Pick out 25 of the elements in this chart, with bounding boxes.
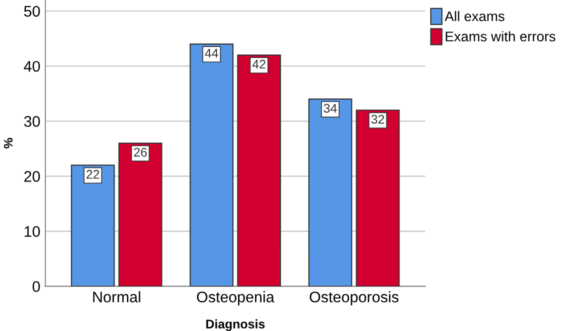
data-label: 22	[86, 170, 100, 179]
bar	[237, 54, 281, 286]
y-axis-title: %	[4, 138, 13, 148]
y-tick-label: 0	[32, 281, 40, 292]
y-tick-label: 20	[24, 171, 40, 182]
data-label: 44	[204, 48, 218, 58]
y-tick-label: 10	[24, 226, 40, 237]
data-label: 32	[371, 114, 384, 124]
bar	[70, 164, 115, 286]
x-tick-label: Osteopenia	[196, 291, 274, 306]
data-label: 42	[252, 60, 266, 69]
x-axis-title: Diagnosis	[206, 319, 265, 331]
bar	[308, 98, 352, 286]
bar	[190, 43, 234, 286]
y-tick-label: 50	[24, 6, 40, 17]
bar	[356, 110, 400, 286]
data-label: 26	[134, 148, 147, 157]
legend-label: Exams with errors	[446, 31, 556, 42]
data-label: 34	[324, 104, 337, 113]
x-tick-label: Osteoporosis	[310, 291, 398, 306]
y-tick-label: 30	[24, 116, 40, 127]
y-tick-label: 40	[24, 60, 40, 72]
bar	[118, 142, 162, 286]
legend-label: All exams	[444, 10, 504, 22]
x-tick-label: Normal	[93, 291, 140, 302]
